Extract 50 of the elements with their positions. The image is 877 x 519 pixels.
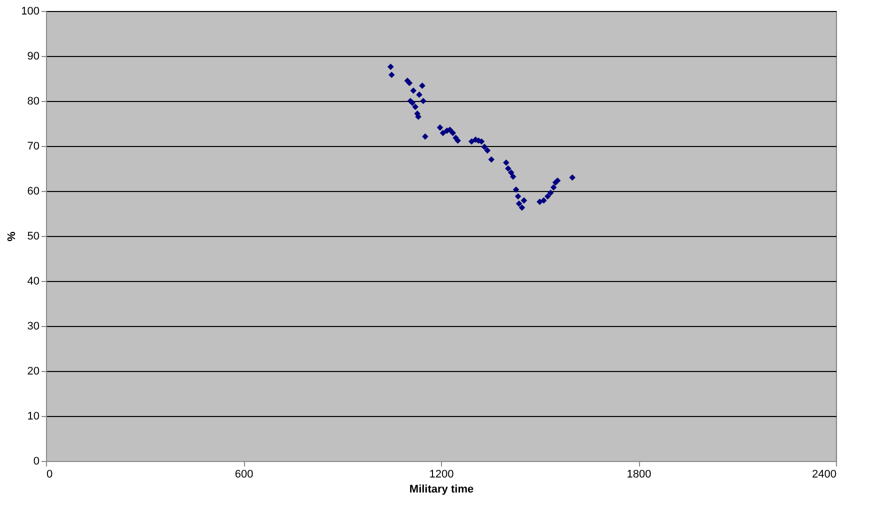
x-tick-label: 0 xyxy=(46,468,53,480)
y-tick-label: 30 xyxy=(27,320,40,332)
point xyxy=(514,193,522,200)
x-tick-label: 2400 xyxy=(812,468,836,480)
point xyxy=(544,193,551,200)
point xyxy=(547,190,554,196)
point xyxy=(503,159,510,166)
point xyxy=(504,165,512,172)
x-tick-label: 600 xyxy=(234,468,254,480)
y-tick-label: 80 xyxy=(27,96,40,108)
point xyxy=(569,174,576,181)
point xyxy=(520,197,528,204)
x-tick-label: 1200 xyxy=(429,468,454,480)
y-tick-label: 90 xyxy=(27,50,40,62)
point xyxy=(540,197,547,204)
point xyxy=(422,133,428,140)
point xyxy=(508,169,514,176)
point xyxy=(510,173,516,180)
point xyxy=(512,186,520,193)
point xyxy=(450,130,456,136)
y-tick-label: 40 xyxy=(27,276,40,288)
point xyxy=(440,130,446,136)
point xyxy=(419,82,426,89)
y-tick-label: 60 xyxy=(27,186,40,198)
point xyxy=(488,156,495,163)
point xyxy=(454,137,461,144)
point xyxy=(550,184,557,191)
x-tick-label: 1800 xyxy=(626,468,652,480)
y-tick-label: 20 xyxy=(27,366,40,378)
point xyxy=(481,144,488,150)
y-tick-label: 70 xyxy=(27,140,40,152)
point xyxy=(484,147,491,154)
point xyxy=(436,124,444,131)
point xyxy=(387,64,394,70)
point xyxy=(468,138,475,145)
y-tick-label: 50 xyxy=(27,230,40,242)
point xyxy=(536,198,543,205)
y-tick-label: 0 xyxy=(33,456,40,468)
point xyxy=(388,72,395,78)
x-axis-title: Military time xyxy=(409,484,474,496)
y-tick-label: 100 xyxy=(21,6,40,18)
y-tick-label: 10 xyxy=(27,410,40,422)
point xyxy=(416,92,422,98)
point xyxy=(518,204,526,211)
y-axis-title: % xyxy=(6,231,18,242)
point xyxy=(420,98,426,104)
point xyxy=(412,104,418,110)
point xyxy=(516,200,522,207)
point xyxy=(406,80,413,86)
point xyxy=(410,87,417,94)
